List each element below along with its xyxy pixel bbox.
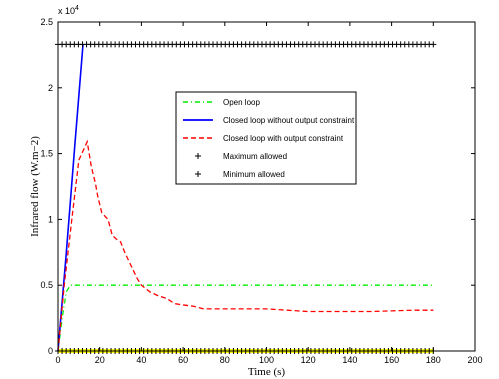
y-tick-label: 2.5 [40, 17, 53, 27]
y-tick-label: 0.5 [40, 280, 53, 290]
legend-box [175, 91, 357, 185]
x-tick-label: 200 [467, 355, 482, 365]
y-axis-label: Infrared flow (W.m−2) [29, 136, 41, 237]
series-3-markers [55, 41, 437, 48]
y-exponent-power: 4 [75, 5, 79, 12]
x-tick-label: 140 [342, 355, 357, 365]
series-line-2 [57, 139, 434, 352]
y-tick-label: 1.5 [40, 149, 53, 159]
x-tick-label: 40 [136, 355, 146, 365]
x-tick-label: 20 [95, 355, 105, 365]
y-exponent-base: x 10 [58, 6, 75, 16]
marker-point [430, 41, 437, 48]
x-tick-label: 0 [55, 355, 60, 365]
axis-ticks: 0 20 40 60 80 100 120 140 160 180 200 0 0.5 1 1.5 2 2.5 [40, 17, 482, 365]
legend-label: Maximum allowed [223, 152, 287, 161]
legend-label: Closed loop with output constraint [223, 134, 344, 143]
x-tick-label: 180 [426, 355, 441, 365]
legend-label: Closed loop without output constraint [223, 116, 355, 125]
x-tick-label: 120 [301, 355, 316, 365]
x-tick-label: 160 [384, 355, 399, 365]
legend: Open loop Closed loop without output cons… [175, 91, 357, 185]
legend-swatch-marker [195, 171, 201, 177]
series-line-0 [57, 284, 434, 352]
legend-label: Open loop [223, 98, 260, 107]
legend-label: Minimum allowed [223, 170, 285, 179]
y-tick-label: 1 [48, 214, 53, 224]
y-tick-label: 2 [48, 83, 53, 93]
y-exponent-label: x 104 [58, 5, 79, 16]
legend-swatch-marker [195, 153, 201, 159]
x-tick-label: 100 [259, 355, 274, 365]
x-tick-label: 80 [220, 355, 230, 365]
y-tick-label: 0 [48, 346, 53, 356]
x-tick-label: 60 [178, 355, 188, 365]
x-axis-label: Time (s) [248, 366, 286, 378]
